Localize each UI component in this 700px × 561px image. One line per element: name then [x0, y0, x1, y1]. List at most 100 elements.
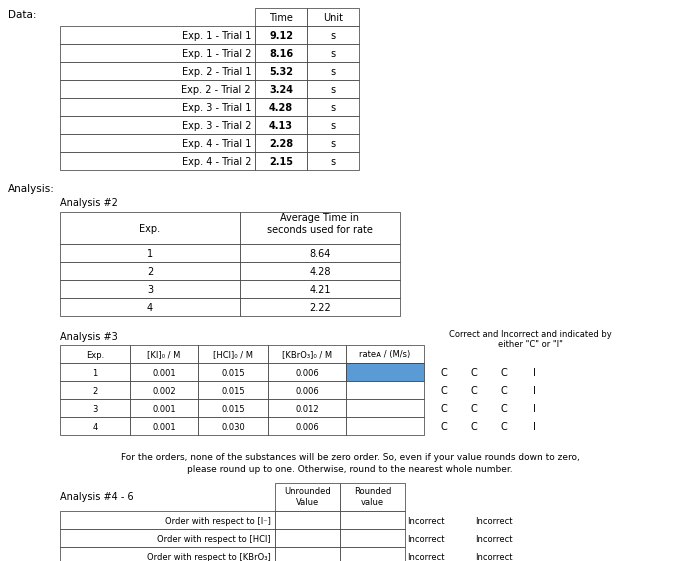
- Text: C: C: [500, 368, 508, 378]
- Text: Exp. 2 - Trial 2: Exp. 2 - Trial 2: [181, 85, 251, 95]
- Text: 2.22: 2.22: [309, 303, 331, 313]
- Bar: [307, 62, 359, 80]
- Bar: [60, 262, 240, 280]
- Text: 0.002: 0.002: [152, 387, 176, 396]
- Bar: [60, 511, 275, 529]
- Text: 2.28: 2.28: [269, 139, 293, 149]
- Bar: [275, 511, 340, 529]
- Text: Analysis #3: Analysis #3: [60, 332, 118, 342]
- Bar: [198, 381, 268, 399]
- Text: 8.64: 8.64: [309, 249, 330, 259]
- Bar: [60, 152, 255, 170]
- Bar: [307, 98, 359, 116]
- Text: 0.006: 0.006: [295, 369, 319, 378]
- Text: Average Time in
seconds used for rate: Average Time in seconds used for rate: [267, 213, 373, 235]
- Bar: [60, 345, 130, 363]
- Text: s: s: [330, 67, 335, 77]
- Bar: [240, 244, 400, 262]
- Bar: [346, 417, 424, 435]
- Text: Exp. 1 - Trial 2: Exp. 1 - Trial 2: [181, 49, 251, 59]
- Text: C: C: [500, 404, 508, 414]
- Bar: [307, 8, 359, 26]
- Bar: [275, 529, 340, 547]
- Bar: [275, 547, 340, 561]
- Bar: [130, 381, 198, 399]
- Bar: [60, 547, 275, 561]
- Bar: [240, 298, 400, 316]
- Bar: [130, 363, 198, 381]
- Text: [KI]₀ / M: [KI]₀ / M: [147, 351, 181, 360]
- Bar: [198, 345, 268, 363]
- Bar: [60, 62, 255, 80]
- Text: C: C: [500, 386, 508, 396]
- Text: C: C: [470, 386, 477, 396]
- Text: s: s: [330, 85, 335, 95]
- Text: [HCl]₀ / M: [HCl]₀ / M: [213, 351, 253, 360]
- Text: C: C: [470, 422, 477, 432]
- Text: 3: 3: [147, 285, 153, 295]
- Bar: [130, 399, 198, 417]
- Bar: [340, 529, 405, 547]
- Text: I: I: [533, 404, 536, 414]
- Text: Rounded
value: Rounded value: [354, 488, 391, 507]
- Text: I: I: [533, 422, 536, 432]
- Bar: [268, 417, 346, 435]
- Text: 0.015: 0.015: [221, 369, 245, 378]
- Bar: [275, 483, 340, 511]
- Text: 0.015: 0.015: [221, 387, 245, 396]
- Bar: [198, 399, 268, 417]
- Bar: [198, 417, 268, 435]
- Text: C: C: [440, 422, 447, 432]
- Bar: [307, 44, 359, 62]
- Text: 0.001: 0.001: [152, 404, 176, 413]
- Text: C: C: [470, 368, 477, 378]
- Text: Incorrect: Incorrect: [407, 535, 444, 544]
- Text: Correct and Incorrect and indicated by
either "C" or "I": Correct and Incorrect and indicated by e…: [449, 330, 611, 350]
- Text: 0.001: 0.001: [152, 369, 176, 378]
- Bar: [268, 363, 346, 381]
- Text: 0.012: 0.012: [295, 404, 318, 413]
- Text: 2: 2: [92, 387, 97, 396]
- Text: s: s: [330, 121, 335, 131]
- Text: Analysis #4 - 6: Analysis #4 - 6: [60, 492, 134, 502]
- Text: Incorrect: Incorrect: [407, 553, 444, 561]
- Bar: [268, 345, 346, 363]
- Text: 9.12: 9.12: [269, 31, 293, 41]
- Text: C: C: [440, 404, 447, 414]
- Bar: [340, 547, 405, 561]
- Bar: [346, 363, 424, 381]
- Text: C: C: [470, 404, 477, 414]
- Text: C: C: [500, 422, 508, 432]
- Text: 0.006: 0.006: [295, 422, 319, 431]
- Text: Order with respect to [HCl]: Order with respect to [HCl]: [158, 535, 271, 544]
- Bar: [60, 363, 130, 381]
- Text: Exp.: Exp.: [86, 351, 104, 360]
- Bar: [307, 26, 359, 44]
- Bar: [240, 280, 400, 298]
- Text: Incorrect: Incorrect: [475, 517, 512, 526]
- Text: s: s: [330, 103, 335, 113]
- Text: 2.15: 2.15: [269, 157, 293, 167]
- Text: s: s: [330, 49, 335, 59]
- Text: 0.006: 0.006: [295, 387, 319, 396]
- Bar: [307, 80, 359, 98]
- Bar: [130, 345, 198, 363]
- Bar: [60, 26, 255, 44]
- Bar: [240, 262, 400, 280]
- Bar: [340, 511, 405, 529]
- Bar: [255, 26, 307, 44]
- Bar: [60, 244, 240, 262]
- Text: 4.28: 4.28: [269, 103, 293, 113]
- Text: 2: 2: [147, 267, 153, 277]
- Text: s: s: [330, 31, 335, 41]
- Text: C: C: [440, 386, 447, 396]
- Bar: [60, 399, 130, 417]
- Text: 1: 1: [92, 369, 97, 378]
- Bar: [255, 8, 307, 26]
- Text: 4.28: 4.28: [309, 267, 330, 277]
- Text: 5.32: 5.32: [269, 67, 293, 77]
- Text: 1: 1: [147, 249, 153, 259]
- Text: Exp. 4 - Trial 1: Exp. 4 - Trial 1: [181, 139, 251, 149]
- Text: Exp.: Exp.: [139, 224, 160, 234]
- Text: 3: 3: [92, 404, 98, 413]
